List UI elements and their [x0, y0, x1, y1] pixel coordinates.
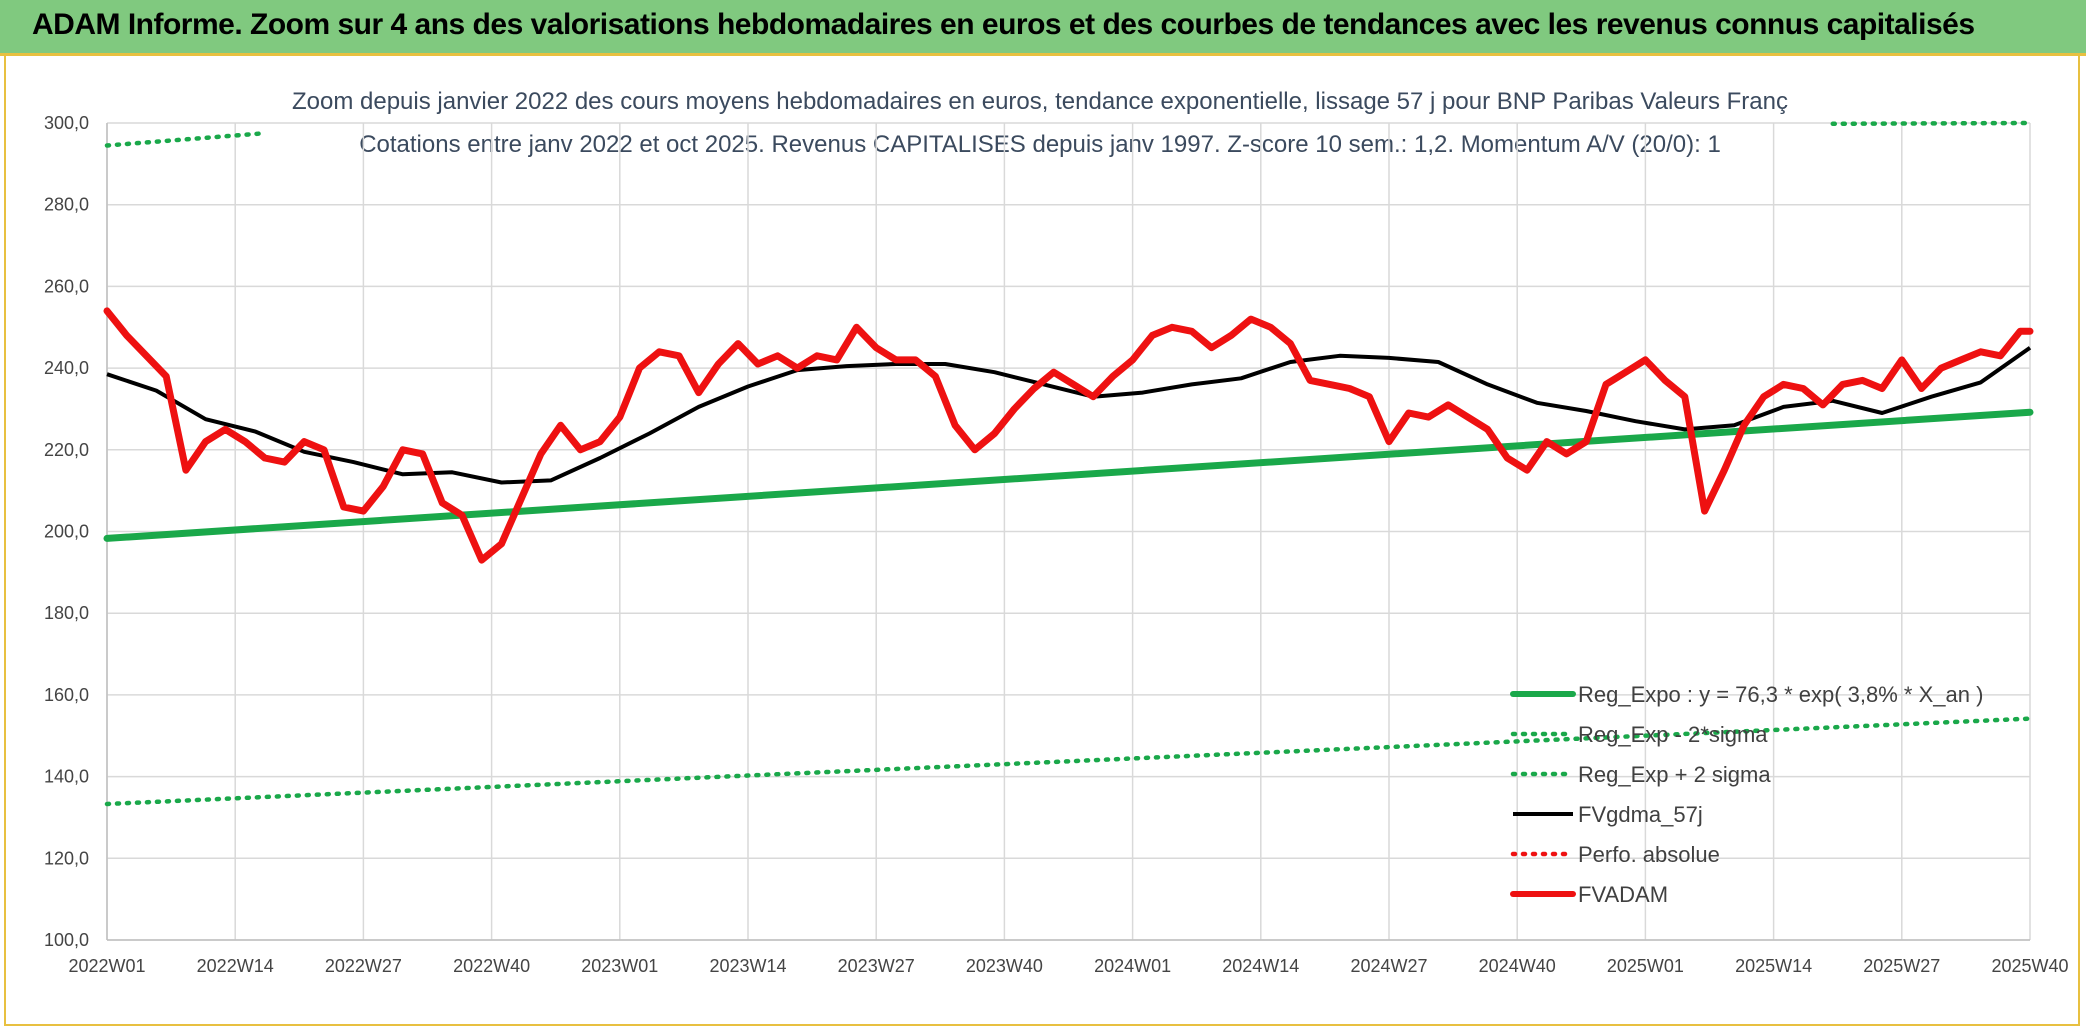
axes: 100,0 120,0 140,0 160,0 180,0 200,0 220,0 240,0…	[44, 113, 2069, 976]
legend-label-1: Reg_Exp - 2*sigma	[1578, 722, 1768, 747]
x-tick-label: 2023W01	[581, 956, 658, 976]
grid	[106, 122, 2031, 941]
x-tick-label: 2025W27	[1863, 956, 1940, 976]
x-tick-label: 2024W40	[1479, 956, 1556, 976]
y-tick-label: 140,0	[44, 767, 89, 787]
chart-title: Zoom depuis janvier 2022 des cours moyen…	[292, 88, 1788, 115]
y-tick-label: 260,0	[44, 276, 89, 296]
legend-label-0: Reg_Expo : y = 76,3 * exp( 3,8% * X_an )	[1578, 682, 1983, 707]
legend-label-5: FVADAM	[1578, 882, 1668, 907]
series-group	[103, 120, 2034, 807]
x-tick-label: 2023W14	[709, 956, 786, 976]
y-tick-label: 120,0	[44, 848, 89, 868]
x-tick-label: 2024W27	[1350, 956, 1427, 976]
y-tick-label: 280,0	[44, 195, 89, 215]
x-tick-label: 2022W40	[453, 956, 530, 976]
x-tick-label: 2025W14	[1735, 956, 1812, 976]
report-title: ADAM Informe. Zoom sur 4 ans des valoris…	[32, 8, 1975, 41]
y-tick-label: 300,0	[44, 113, 89, 133]
legend-label-2: Reg_Exp + 2 sigma	[1578, 762, 1771, 787]
chart-subtitle: Cotations entre janv 2022 et oct 2025. R…	[359, 131, 1721, 158]
legend-label-3: FVgdma_57j	[1578, 802, 1703, 827]
y-tick-label: 240,0	[44, 358, 89, 378]
x-tick-label: 2022W01	[68, 956, 145, 976]
x-tick-label: 2024W01	[1094, 956, 1171, 976]
y-tick-label: 200,0	[44, 522, 89, 542]
series-line-0	[103, 408, 2034, 542]
x-tick-label: 2024W14	[1222, 956, 1299, 976]
x-tick-label: 2023W40	[966, 956, 1043, 976]
y-tick-label: 100,0	[44, 930, 89, 950]
x-tick-label: 2022W27	[325, 956, 402, 976]
y-tick-label: 180,0	[44, 603, 89, 623]
x-tick-label: 2022W14	[197, 956, 274, 976]
legend: Reg_Expo : y = 76,3 * exp( 3,8% * X_an )…	[1510, 682, 1983, 907]
series-line-2-seg1	[1830, 120, 2033, 127]
x-tick-label: 2023W27	[838, 956, 915, 976]
y-tick-label: 160,0	[44, 685, 89, 705]
y-tick-label: 220,0	[44, 440, 89, 460]
legend-label-4: Perfo. absolue	[1578, 842, 1720, 867]
series-line-1	[104, 716, 2033, 807]
series-line-2-seg0	[104, 130, 268, 148]
chart-frame	[4, 56, 2080, 1026]
x-tick-label: 2025W40	[1991, 956, 2068, 976]
x-tick-label: 2025W01	[1607, 956, 1684, 976]
report-header: ADAM Informe. Zoom sur 4 ans des valoris…	[0, 0, 2086, 56]
series-line-5	[103, 307, 2034, 564]
